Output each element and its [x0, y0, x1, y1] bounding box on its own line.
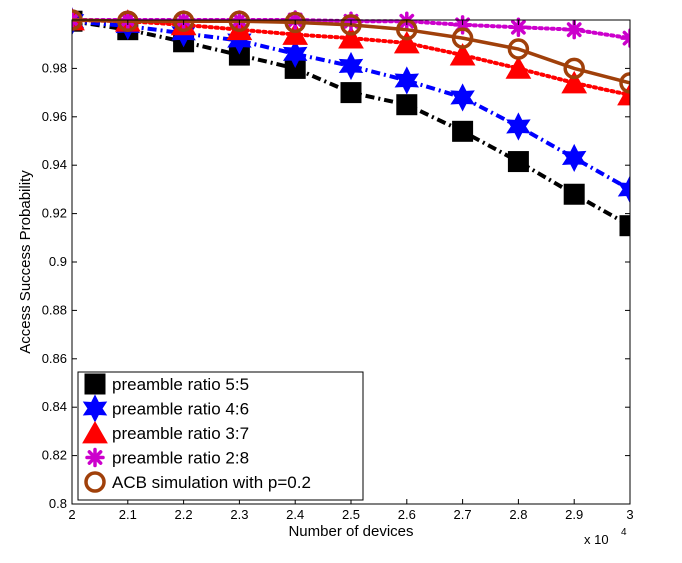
data-point: [452, 120, 474, 142]
legend-box: [77, 371, 364, 501]
data-point: [449, 43, 476, 66]
data-point: [284, 11, 306, 34]
legend-label: preamble ratio 3:7: [112, 424, 249, 443]
data-point: [172, 10, 195, 32]
data-point: [450, 83, 475, 112]
data-point: [617, 175, 630, 204]
data-point: [338, 26, 364, 49]
x-tick-label: 2.3: [230, 507, 248, 522]
y-tick-label: 0.82: [42, 448, 67, 463]
data-point: [508, 17, 529, 38]
data-point: [617, 83, 630, 106]
y-tick-label: 0.8: [49, 496, 67, 511]
data-point: [451, 27, 474, 49]
legend-marker: [84, 471, 106, 493]
y-tick-label: 0.88: [42, 302, 67, 317]
data-point: [117, 10, 139, 32]
data-point: [563, 183, 585, 205]
x-tick-label: 2.1: [119, 507, 137, 522]
x-tick-label: 3: [626, 507, 633, 522]
data-point: [561, 143, 587, 173]
data-point: [282, 22, 309, 45]
legend-item-4: preamble ratio 2:8: [85, 447, 249, 468]
y-tick-label: 0.86: [42, 351, 67, 366]
data-point: [563, 57, 585, 80]
data-point: [227, 26, 252, 55]
y-tick-label: 0.94: [42, 157, 67, 172]
data-point: [396, 94, 418, 116]
y-tick-label: 0.92: [42, 206, 67, 221]
y-axis-label: Access Success Probability: [17, 170, 34, 354]
x-tick-label: 2.2: [175, 507, 193, 522]
data-point: [228, 10, 251, 32]
x-tick-label: 2.9: [565, 507, 583, 522]
legend: preamble ratio 5:5 preamble ratio 4:6 prea…: [77, 371, 364, 501]
legend-item-5: ACB simulation with p=0.2: [84, 471, 311, 493]
series-layer: [72, 7, 630, 237]
x-multiplier-exponent: 4: [621, 527, 627, 538]
data-point: [619, 72, 630, 94]
data-point: [340, 14, 362, 36]
y-tick-label: 0.84: [42, 399, 67, 414]
legend-marker: [85, 447, 105, 468]
x-tick-label: 2: [68, 507, 75, 522]
legend-item-3: preamble ratio 3:7: [82, 420, 249, 444]
legend-label: preamble ratio 2:8: [112, 449, 249, 468]
data-point: [507, 151, 529, 173]
legend-label: preamble ratio 5:5: [112, 375, 249, 394]
x-axis-label: Number of devices: [288, 523, 413, 540]
x-multiplier-label: x 10: [584, 532, 609, 547]
legend-label: ACB simulation with p=0.2: [112, 473, 311, 492]
legend-marker: [84, 373, 106, 395]
y-tick-label: 0.98: [42, 60, 67, 75]
legend-item-1: preamble ratio 5:5: [84, 373, 249, 395]
data-point: [506, 112, 531, 141]
x-tick-label: 2.6: [398, 507, 416, 522]
legend-marker: [82, 420, 108, 444]
data-point: [620, 28, 630, 48]
axis-ticks: 2 2.1 2.2 2.3 2.4 2.5 2.6 2.7 2.8 2.9 3 0.8 0.82 0.84…: [42, 20, 634, 522]
data-point: [507, 38, 530, 60]
data-point: [564, 19, 584, 40]
x-tick-label: 2.5: [342, 507, 360, 522]
data-point: [338, 51, 364, 81]
data-point: [282, 39, 308, 68]
y-tick-label: 0.96: [42, 109, 67, 124]
data-point: [505, 56, 532, 79]
data-point: [394, 66, 420, 95]
data-point: [340, 82, 362, 104]
data-point: [393, 30, 420, 54]
x-tick-label: 2.4: [286, 507, 304, 522]
y-tick-label: 0.9: [49, 254, 67, 269]
x-tick-label: 2.7: [454, 507, 472, 522]
legend-label: preamble ratio 4:6: [112, 400, 249, 419]
series-line-2: [72, 19, 630, 192]
x-tick-label: 2.8: [509, 507, 527, 522]
data-point: [561, 70, 588, 94]
data-point: [619, 215, 630, 237]
